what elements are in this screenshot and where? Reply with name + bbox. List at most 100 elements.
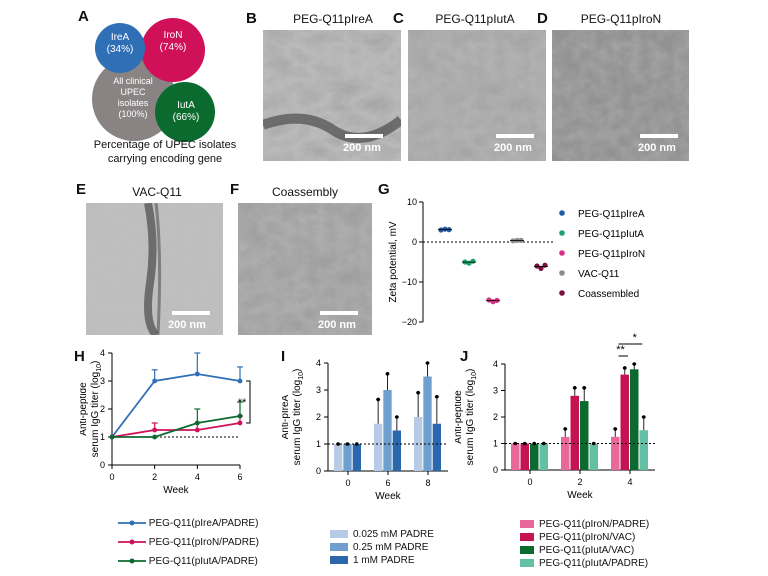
scale-label-e: 200 nm [168,319,206,331]
g-data-point [486,297,492,303]
g-data-point [438,227,444,233]
h-x-tick-label: 4 [195,472,200,482]
j-y-tick-label: 0 [493,465,498,475]
panel-label-e: E [76,181,87,198]
h-x-axis-label: Week [163,485,189,496]
i-bar [343,444,352,471]
i-y-tick-label: 3 [316,385,321,395]
panel-label-h: H [74,348,85,365]
h-legend-marker [118,558,146,564]
j-y-tick-label: 4 [493,359,498,369]
venn-caption-line2: carrying encoding gene [107,153,223,165]
j-data-point [632,362,637,366]
i-bar [374,423,383,471]
j-legend-label: PEG-Q11(pIroN/VAC) [539,532,636,543]
scale-label-d: 200 nm [638,142,676,154]
i-y-tick-label: 0 [316,466,321,476]
i-data-point [425,361,430,365]
j-legend-item: PEG-Q11(pIroN/VAC) [520,532,635,543]
h-data-point [152,434,158,440]
panel-label-b: B [246,10,257,27]
i-bar [414,417,423,471]
em-image-e: 200 nm [86,203,223,335]
j-x-tick-label: 0 [527,477,532,487]
venn-irea-pct: (34%) [106,44,134,55]
venn-iuta-circle [155,82,215,142]
j-y-axis-label-1: Anti-peptide [455,390,464,444]
em-title-d: PEG-Q11pIroN [580,12,662,26]
h-data-point [237,378,243,384]
scale-bar-e [172,311,210,315]
h-legend-item: PEG-Q11(pIreA/PADRE) [118,518,258,529]
h-y-tick-label: 4 [100,348,105,358]
legend-i: 0.025 mM PADRE 0.25 mM PADRE 1 mM PADRE [330,528,460,574]
panel-label-g: G [378,181,390,198]
i-bar [383,390,392,471]
i-data-point [435,394,439,399]
i-legend-label: 0.025 mM PADRE [353,529,434,540]
g-legend-label: VAC-Q11 [578,269,620,280]
j-legend-swatch [520,520,534,529]
scale-label-b: 200 nm [343,142,381,154]
scale-bar-c [496,134,534,138]
j-legend-swatch [520,559,534,568]
i-x-tick-label: 6 [385,478,390,488]
j-bar [620,374,629,470]
h-series-line [111,373,241,438]
h-y-tick-label: 0 [100,460,105,470]
j-bar [530,443,539,470]
h-data-point [152,427,158,433]
j-legend-item: PEG-Q11(pIroN/PADRE) [520,519,649,530]
panel-label-j: J [460,348,469,365]
i-legend-swatch [330,530,348,539]
em-image-d: 200 nm [552,30,689,161]
h-data-point [194,371,200,377]
i-data-point [385,372,390,376]
h-data-point [109,434,115,440]
venn-iuta-label: IutA [177,100,195,111]
g-legend-marker [559,230,565,236]
h-data-point [237,420,243,426]
j-x-tick-label: 4 [627,477,632,487]
g-data-point [542,262,548,268]
i-x-tick-label: 8 [425,478,430,488]
legend-j: PEG-Q11(pIroN/PADRE) PEG-Q11(pIroN/VAC) PE… [520,518,700,574]
g-legend-label: PEG-Q11pIroN [578,249,645,260]
j-data-point [613,427,618,431]
j-data-point [622,366,627,370]
panel-label-a: A [78,8,89,25]
titer-line-chart: 0 1 2 3 4 0 2 4 6 Week Anti-peptide serum IgG titer… [80,348,251,496]
i-bar [352,444,361,471]
j-x-axis-label: Week [567,490,593,501]
em-image-f: 200 nm [238,203,372,335]
i-x-tick-label: 0 [345,478,350,488]
g-data-point [538,265,544,271]
j-bar [611,436,620,470]
h-legend-label: PEG-Q11(pIroN/PADRE) [146,537,259,548]
i-legend-item: 0.025 mM PADRE [330,529,434,540]
i-data-point [395,415,399,419]
h-data-point [237,413,243,419]
j-bar [639,430,648,470]
g-legend-label: PEG-Q11pIreA [578,209,645,220]
j-sig-label-bottom: ** [616,344,625,356]
h-y-axis-label-2: serum IgG titer (log10) [90,361,103,458]
i-legend-label: 1 mM PADRE [353,555,415,566]
h-y-tick-label: 3 [100,376,105,386]
j-x-tick-label: 2 [577,477,582,487]
h-x-tick-label: 2 [152,472,157,482]
i-bar [392,430,401,471]
j-bar [580,401,589,470]
h-data-point [152,378,158,384]
g-y-tick-label: 0 [412,237,417,247]
h-data-point [194,420,200,426]
i-x-axis-label: Week [375,491,401,502]
i-legend-item: 0.25 mM PADRE [330,542,428,553]
h-x-tick-label: 0 [109,472,114,482]
g-y-axis-label: Zeta potential, mV [388,221,399,302]
i-legend-swatch [330,543,348,552]
h-legend-label: PEG-Q11(pIreA/PADRE) [146,518,259,529]
venn-iron-label: IroN [163,30,183,41]
j-legend-label: PEG-Q11(pIroN/PADRE) [539,519,650,530]
venn-all-line2: UPEC [120,87,146,97]
